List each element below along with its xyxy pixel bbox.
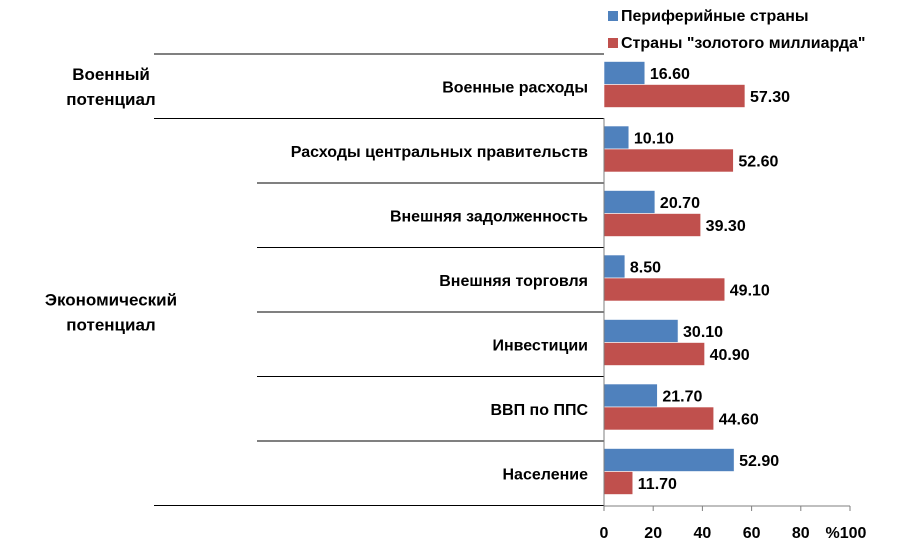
bar-periphery: [603, 125, 630, 150]
bar-golden-billion: [603, 471, 634, 495]
data-label: 57.30: [750, 89, 790, 106]
data-label: 52.60: [738, 154, 778, 171]
bar-periphery: [603, 190, 656, 214]
data-labels: 16.60 57.30 10.10 52.60 20.70 39.30 8.50 49.10 3…: [630, 66, 790, 493]
group-label: Экономический: [45, 291, 177, 310]
bar-golden-billion: [603, 406, 715, 431]
data-label: 21.70: [662, 389, 702, 406]
chart-legend: Периферийные страны Страны "золотого милл…: [608, 8, 866, 52]
x-tick-label: 60: [743, 525, 761, 542]
data-label: 40.90: [710, 347, 750, 364]
x-axis: 0 20 40 60 80 %100: [600, 118, 867, 542]
x-tick-label: 40: [694, 525, 712, 542]
data-label: 11.70: [638, 476, 677, 493]
bars: [603, 61, 746, 495]
x-tick-label: 0: [600, 525, 609, 542]
x-tick-label: 20: [644, 525, 662, 542]
bar-golden-billion: [603, 277, 726, 302]
bar-periphery: [603, 448, 735, 472]
group-label: потенциал: [66, 90, 155, 109]
bar-periphery: [603, 383, 658, 408]
data-label: 44.60: [719, 412, 759, 429]
bar-periphery: [603, 254, 626, 279]
category-label: ВВП по ППС: [491, 402, 589, 419]
bar-golden-billion: [603, 342, 705, 366]
category-label: Население: [503, 466, 589, 483]
group-label: Военный: [72, 65, 150, 84]
group-label: потенциал: [66, 316, 155, 335]
data-label: 49.10: [730, 283, 770, 300]
data-label: 39.30: [706, 218, 746, 235]
legend-label: Страны "золотого миллиарда": [621, 35, 866, 52]
data-label: 30.10: [683, 324, 723, 341]
legend-label: Периферийные страны: [621, 8, 809, 25]
group-labels: Военный потенциал Экономический потенциал: [45, 65, 177, 335]
category-label: Расходы центральных правительств: [291, 144, 588, 161]
data-label: 52.90: [739, 453, 779, 470]
bar-periphery: [603, 319, 679, 343]
bar-golden-billion: [603, 213, 701, 237]
data-label: 20.70: [660, 195, 700, 212]
x-unit-label: %100: [826, 525, 867, 542]
category-labels: Военные расходы Расходы центральных прави…: [291, 79, 589, 483]
category-label: Инвестиции: [492, 337, 588, 354]
data-label: 16.60: [650, 66, 690, 83]
legend-swatch: [608, 38, 618, 48]
category-label: Внешняя задолженность: [390, 208, 588, 225]
x-tick-label: 80: [792, 525, 810, 542]
bar-periphery: [603, 61, 646, 85]
bar-golden-billion: [603, 84, 746, 108]
bar-golden-billion: [603, 148, 734, 173]
category-label: Военные расходы: [442, 79, 588, 96]
category-dividers: [154, 53, 604, 506]
category-label: Внешняя торговля: [439, 273, 588, 290]
data-label: 8.50: [630, 260, 661, 277]
legend-swatch: [608, 11, 618, 21]
data-label: 10.10: [634, 131, 674, 148]
